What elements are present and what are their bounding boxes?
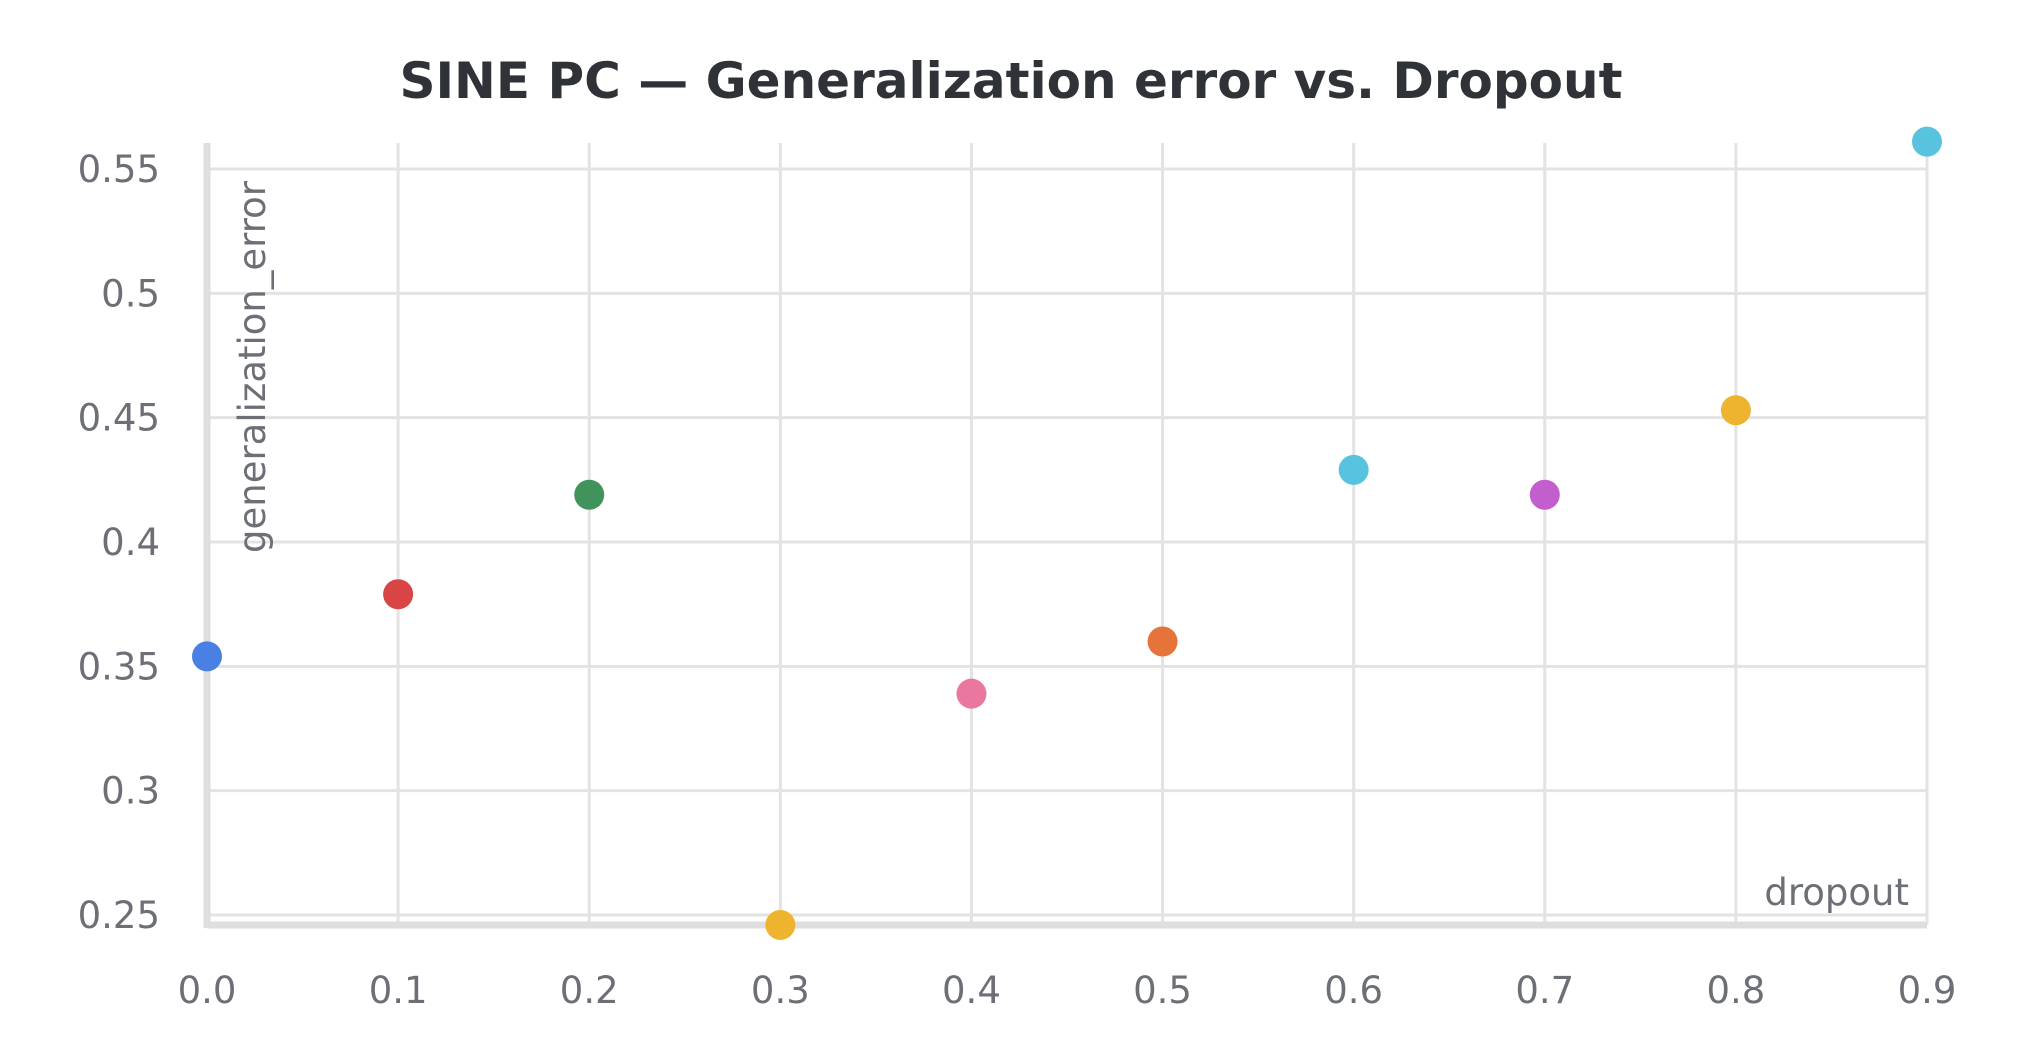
y-tick-label: 0.25 bbox=[78, 894, 160, 937]
data-points bbox=[192, 126, 1942, 940]
x-tick-label: 0.4 bbox=[942, 969, 1001, 1012]
x-tick-label: 0.9 bbox=[1898, 969, 1957, 1012]
x-tick-label: 0.0 bbox=[178, 969, 237, 1012]
x-grid-lines bbox=[205, 143, 1929, 925]
x-axis-ticks: 0.0 0.1 0.2 0.3 0.4 0.5 0.6 0.7 0.8 0.9 bbox=[178, 969, 1957, 1012]
data-point bbox=[574, 479, 605, 510]
x-tick-label: 0.6 bbox=[1324, 969, 1383, 1012]
y-tick-label: 0.4 bbox=[101, 521, 160, 564]
data-point bbox=[765, 909, 796, 940]
x-tick-label: 0.7 bbox=[1515, 969, 1574, 1012]
y-grid-lines bbox=[207, 167, 1927, 917]
y-axis-label: generalization_error bbox=[231, 180, 274, 553]
y-tick-label: 0.5 bbox=[101, 272, 160, 315]
x-tick-label: 0.1 bbox=[369, 969, 428, 1012]
y-axis-ticks: 0.25 0.3 0.35 0.4 0.45 0.5 0.55 bbox=[78, 148, 160, 937]
x-tick-label: 0.5 bbox=[1133, 969, 1192, 1012]
data-point bbox=[1529, 479, 1560, 510]
data-point bbox=[192, 641, 222, 672]
y-tick-label: 0.55 bbox=[78, 148, 160, 191]
x-axis-label: dropout bbox=[1764, 871, 1909, 914]
y-tick-label: 0.35 bbox=[78, 645, 160, 688]
data-point bbox=[1720, 395, 1751, 426]
data-point bbox=[1147, 626, 1178, 657]
data-point bbox=[1912, 126, 1942, 157]
x-tick-label: 0.2 bbox=[560, 969, 619, 1012]
x-tick-label: 0.3 bbox=[751, 969, 810, 1012]
y-tick-label: 0.3 bbox=[101, 770, 160, 813]
chart-title: SINE PC — Generalization error vs. Dropo… bbox=[399, 52, 1623, 110]
y-tick-label: 0.45 bbox=[78, 397, 160, 440]
data-point bbox=[956, 678, 987, 709]
data-point bbox=[1338, 454, 1369, 485]
x-tick-label: 0.8 bbox=[1706, 969, 1765, 1012]
data-point bbox=[383, 579, 414, 610]
